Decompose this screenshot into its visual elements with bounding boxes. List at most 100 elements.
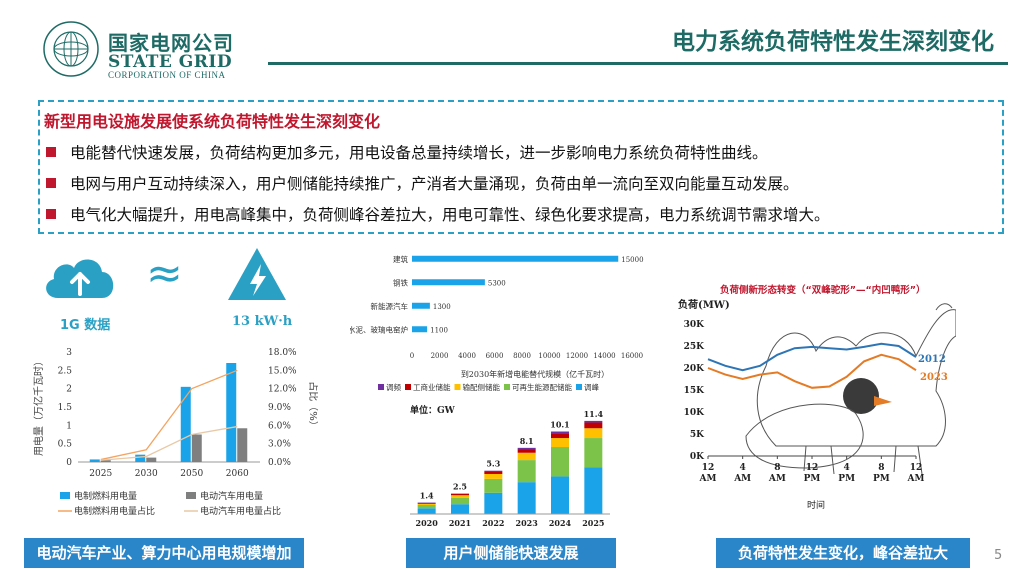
x-tick-label: 8000 <box>513 352 531 360</box>
bar <box>412 255 619 262</box>
x-tick-label: PM <box>804 474 821 484</box>
stack-segment <box>484 470 503 472</box>
x-tick-label: 8 <box>878 463 884 473</box>
x-tick-label: 2024 <box>549 518 572 528</box>
legend-label: 工商业储能 <box>413 382 451 392</box>
stack-segment <box>551 447 569 477</box>
x-tick-label: 12 <box>806 463 819 473</box>
callout-box <box>38 100 1004 234</box>
x-tick-label: 2025 <box>89 469 112 479</box>
bullet-square-icon <box>46 147 56 157</box>
stack-segment <box>484 478 503 493</box>
banner-ev-datacenter: 电动汽车产业、算力中心用电规模增加 <box>24 538 304 568</box>
bar <box>100 460 111 462</box>
y-tick-label: 0 <box>66 458 72 468</box>
bar <box>237 428 248 462</box>
page-title: 电力系统负荷特性发生深刻变化 <box>672 29 994 55</box>
legend-swatch <box>405 384 411 390</box>
stack-segment <box>417 505 436 509</box>
stack-segment <box>484 471 503 474</box>
bullet-text: 电气化大幅提升，用电高峰集中，负荷侧峰谷差拉大，用电可靠性、绿色化要求提高，电力… <box>70 206 830 224</box>
x-tick-label: AM <box>699 474 717 484</box>
x-tick-label: 16000 <box>621 352 643 360</box>
category-label: 新能源汽车 <box>371 301 409 311</box>
series-label: 2012 <box>918 354 946 365</box>
camel-illustration <box>756 303 956 475</box>
stack-segment <box>517 449 536 453</box>
x-tick-label: 2022 <box>482 518 504 528</box>
legend-label: 电制燃料用电量 <box>74 490 137 502</box>
bullet-item: 电能替代快速发展，负荷结构更加多元，用电设备总量持续增长，进一步影响电力系统负荷… <box>46 141 768 163</box>
series-line <box>100 369 238 461</box>
bar <box>135 454 146 462</box>
x-tick-label: AM <box>733 474 751 484</box>
stack-segment <box>517 460 536 483</box>
x-tick-label: 2050 <box>180 469 203 479</box>
total-label: 11.4 <box>584 409 604 419</box>
stack-segment <box>584 428 603 439</box>
y2-tick-label: 6.0% <box>268 421 291 431</box>
stack-segment <box>417 502 436 504</box>
y-tick-label: 3 <box>66 348 72 358</box>
x-tick-label: PM <box>838 474 855 484</box>
bar <box>146 457 157 462</box>
series-line <box>707 342 917 372</box>
stack-segment <box>551 433 569 439</box>
bar-value-label: 1300 <box>433 303 451 311</box>
page-number: 5 <box>994 548 1003 563</box>
series-line <box>707 353 917 389</box>
bar-value-label: 5300 <box>488 279 506 287</box>
category-label: 钢铁 <box>393 277 408 287</box>
state-grid-logo-emblem <box>43 21 99 77</box>
logo-chinese-name: 国家电网公司 <box>108 31 234 55</box>
y2-tick-label: 3.0% <box>268 440 291 450</box>
y-tick-label: 2.5 <box>58 366 73 376</box>
x-tick-label: 2023 <box>516 518 539 528</box>
bar <box>89 459 100 462</box>
bar <box>191 434 202 462</box>
stack-segment <box>584 420 603 423</box>
stack-segment <box>517 447 536 450</box>
y2-axis-label: 占比（%） <box>307 381 318 431</box>
legend-label: 电制燃料用电量占比 <box>74 505 155 517</box>
legend-swatch <box>576 384 582 390</box>
bullet-item: 电网与用户互动持续深入，用户侧储能持续推广，产消者大量涌现，负荷由单一流向至双向… <box>46 172 799 194</box>
data-amount-label: 1G 数据 <box>60 318 111 333</box>
y2-tick-label: 15.0% <box>268 366 297 376</box>
stack-segment <box>584 422 603 429</box>
logo-subtitle: CORPORATION OF CHINA <box>108 70 226 80</box>
legend-swatch <box>378 384 384 390</box>
x-tick-label: AM <box>768 474 786 484</box>
y-tick-label: 1 <box>66 421 72 431</box>
bullet-square-icon <box>46 178 56 188</box>
bar <box>412 279 485 286</box>
legend-swatch <box>186 492 196 499</box>
stack-segment <box>451 497 469 505</box>
x-tick-label: 2000 <box>431 352 449 360</box>
total-label: 5.3 <box>486 459 500 469</box>
category-label: 水泥、玻璃电窑炉 <box>350 324 408 334</box>
bullet-text: 电网与用户互动持续深入，用户侧储能持续推广，产消者大量涌现，负荷由单一流向至双向… <box>70 175 799 193</box>
legend-label: 调频 <box>386 382 401 392</box>
duck-illustration <box>745 378 892 469</box>
legend-label: 调峰 <box>584 382 599 392</box>
approx-equal-icon: ≈ <box>146 248 183 299</box>
x-tick-label: 2060 <box>226 469 249 479</box>
stack-segment <box>484 473 503 479</box>
stack-segment <box>517 482 536 514</box>
y-axis-label: 负荷(MW) <box>678 298 730 311</box>
stack-segment <box>417 503 436 506</box>
bar-value-label: 15000 <box>621 256 643 264</box>
stack-segment <box>451 495 469 498</box>
stack-segment <box>517 452 536 461</box>
stack-segment <box>551 476 569 514</box>
logo-english-name: STATE GRID <box>108 52 233 72</box>
bullet-text: 电能替代快速发展，负荷结构更加多元，用电设备总量持续增长，进一步影响电力系统负荷… <box>70 144 768 162</box>
stack-segment <box>451 504 469 514</box>
x-tick-label: 10000 <box>538 352 560 360</box>
stack-segment <box>417 508 436 514</box>
legend-swatch <box>454 384 461 390</box>
storage-stacked-chart: 调频 工商业储能 输配侧储能 可再生能源配储能 调峰 单位：GW 1.4 2020 2.5 2… <box>378 382 610 528</box>
bar <box>412 302 430 309</box>
stack-segment <box>484 492 503 514</box>
